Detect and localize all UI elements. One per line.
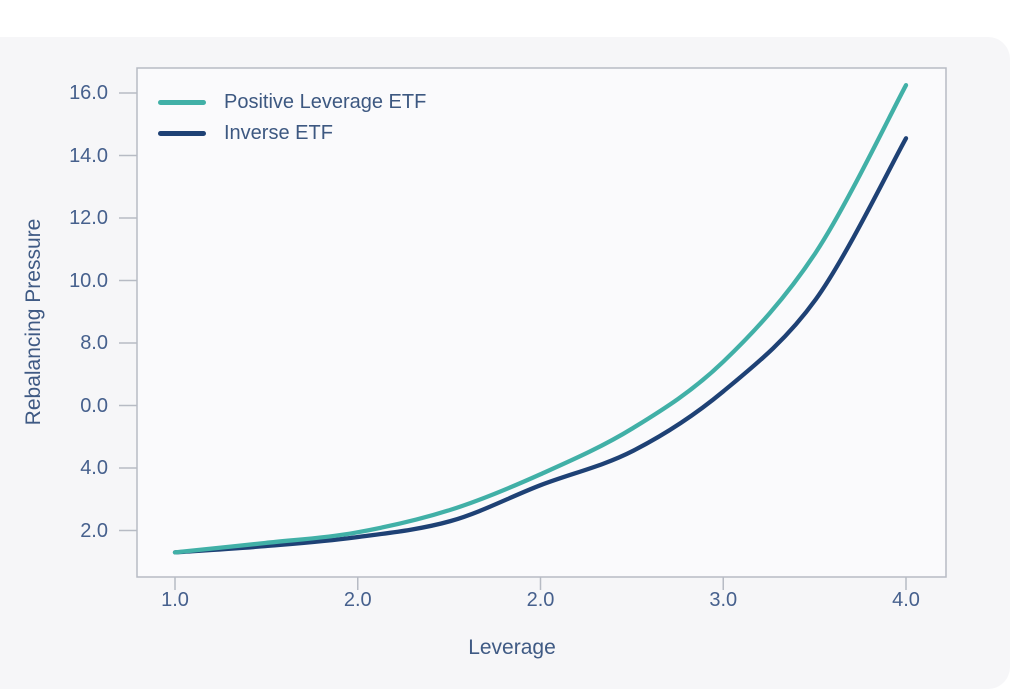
- x-tick-label: 4.0: [892, 589, 920, 611]
- legend-swatch-positive: [158, 100, 206, 105]
- series-line-inverse: [172, 136, 909, 555]
- y-tick-label: 8.0: [80, 332, 108, 354]
- x-tick-label: 1.0: [161, 589, 189, 611]
- legend-item-inverse: Inverse ETF: [158, 118, 426, 149]
- y-tick-label: 16.0: [69, 82, 108, 104]
- legend-label-inverse: Inverse ETF: [224, 122, 333, 144]
- y-axis-title: Rebalancing Pressure: [22, 218, 45, 426]
- y-tick-label: 4.0: [80, 457, 108, 479]
- y-tick-label: 10.0: [69, 269, 108, 292]
- x-axis-title: Leverage: [468, 636, 556, 659]
- y-tick-label: 12.0: [69, 207, 108, 229]
- legend-swatch-inverse: [158, 131, 206, 136]
- legend-label-positive: Positive Leverage ETF: [224, 91, 427, 113]
- x-tick-label: 3.0: [709, 589, 738, 611]
- plot-area: [136, 67, 947, 578]
- y-tick-label: 14.0: [69, 144, 108, 167]
- series-line-positive: [172, 83, 909, 555]
- legend: Positive Leverage ETF Inverse ETF: [158, 87, 426, 149]
- legend-item-positive: Positive Leverage ETF: [158, 87, 426, 118]
- x-tick-label: 2.0: [343, 589, 372, 611]
- y-tick-label: 0.0: [80, 394, 108, 417]
- y-tick-label: 2.0: [80, 519, 108, 542]
- x-tick-label: 2.0: [526, 589, 555, 611]
